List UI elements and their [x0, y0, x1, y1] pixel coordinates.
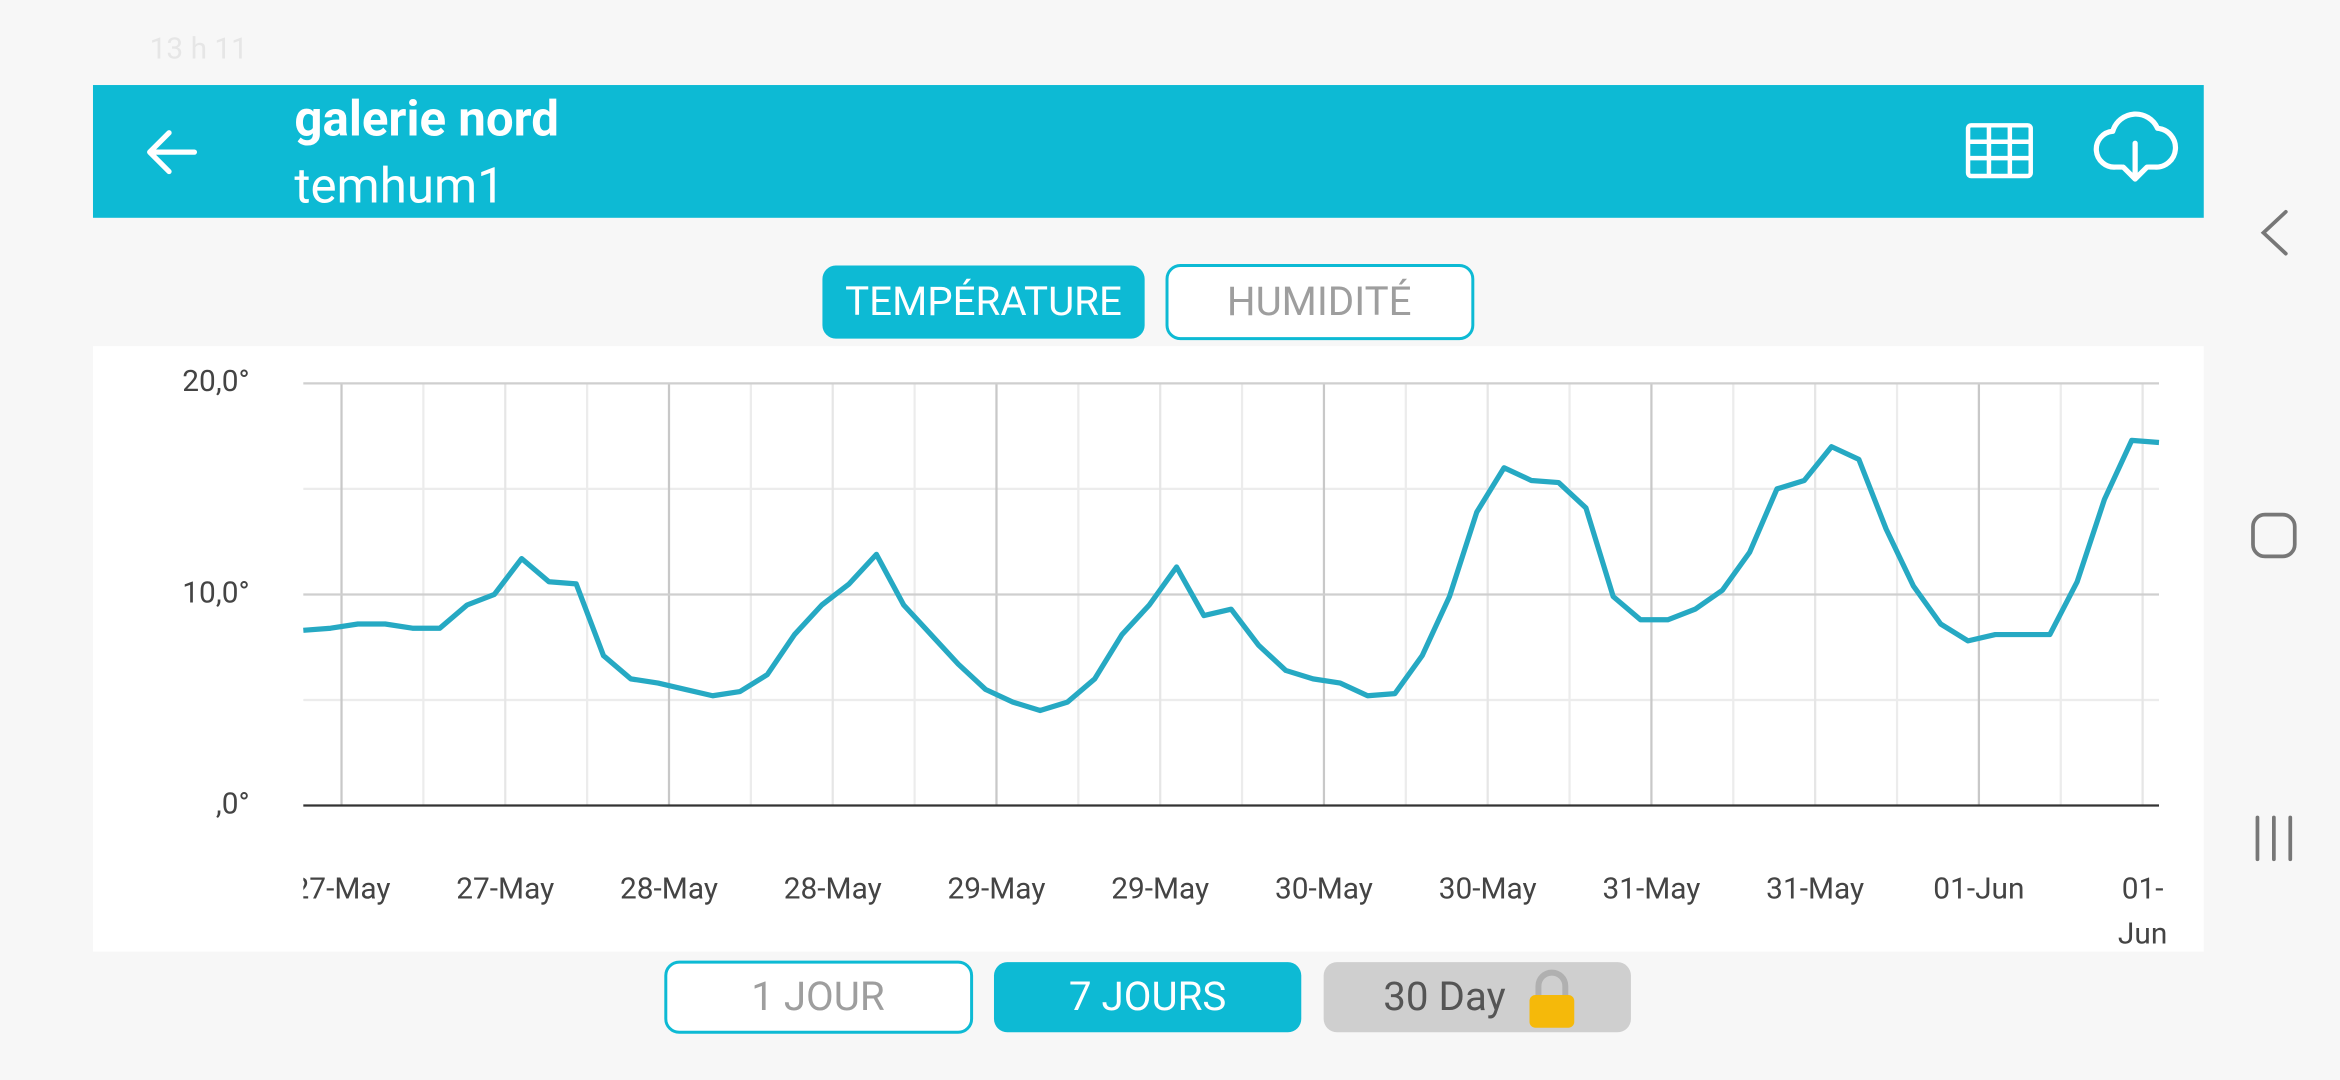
tab-temperature[interactable] [822, 265, 1145, 339]
chart-card [92, 346, 2204, 952]
x-tick-label: 28-May [784, 871, 882, 906]
tab-humidity[interactable] [1165, 264, 1475, 341]
status-time: 13 h 11 [150, 32, 248, 67]
nav-back[interactable] [2260, 209, 2288, 256]
x-tick-label: 01-Jun [2118, 871, 2167, 951]
header-subtitle: temhum1 [294, 157, 504, 215]
x-tick-labels: 27-May 27-May 28-May 28-May 29-May 29-May 30-M… [293, 871, 2167, 951]
x-tick-label: 01-Jun [1933, 871, 2024, 906]
back-button[interactable] [147, 130, 198, 175]
header-title: galerie nord [294, 90, 559, 148]
x-tick-label: 28-May [620, 871, 718, 906]
y-tick-label: 20,0° [182, 364, 249, 399]
nav-bar [2251, 209, 2297, 862]
nav-recents[interactable] [2255, 815, 2293, 862]
range-label[interactable]: 7 JOURS [1069, 973, 1226, 1020]
lock-icon [1529, 969, 1575, 1028]
tab-label[interactable]: HUMIDITÉ [1227, 278, 1412, 325]
range-button[interactable] [993, 962, 1302, 1033]
app-bar [92, 85, 2204, 218]
x-tick-label: 29-May [948, 871, 1046, 906]
chart: ,0° 10,0° 20,0° 27-May 27-May 28-May 28-May 29-… [182, 364, 2167, 951]
temperature-line [303, 437, 2160, 714]
tab-label[interactable]: TEMPÉRATURE [845, 278, 1122, 325]
range-label[interactable]: 30 Day [1383, 973, 1505, 1020]
y-tick-label: ,0° [216, 786, 250, 821]
nav-home[interactable] [2251, 512, 2297, 559]
x-tick-label: 31-May [1766, 871, 1864, 906]
x-tick-label: 31-May [1602, 871, 1700, 906]
x-tick-label: 27-May [293, 871, 391, 906]
x-tick-label: 30-May [1439, 871, 1537, 906]
y-tick-label: 10,0° [182, 575, 249, 610]
cloud-download-icon[interactable] [2093, 111, 2179, 182]
range-label[interactable]: 1 JOUR [751, 973, 885, 1020]
table-icon[interactable] [1965, 123, 2033, 179]
x-tick-label: 29-May [1111, 871, 1209, 906]
x-tick-label: 30-May [1275, 871, 1373, 906]
x-tick-label: 27-May [456, 871, 554, 906]
range-button[interactable] [664, 960, 974, 1034]
